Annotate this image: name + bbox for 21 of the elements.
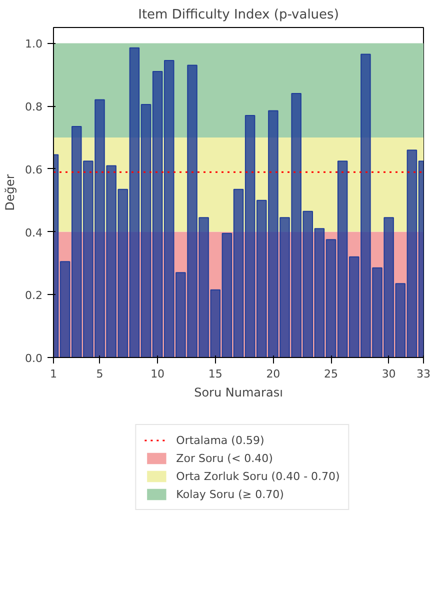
- x-tick-label: 10: [150, 368, 165, 380]
- y-tick-label: 0.8: [25, 100, 43, 114]
- y-tick-label: 0.2: [25, 289, 43, 302]
- y-tick-label: 1.0: [25, 38, 43, 51]
- chart-title: Item Difficulty Index (p-values): [138, 8, 339, 22]
- legend-label: Orta Zorluk Soru (0.40 - 0.70): [176, 469, 340, 483]
- y-tick-label: 0.6: [25, 163, 43, 176]
- legend-label: Ortalama (0.59): [176, 433, 264, 447]
- x-tick-label: 30: [382, 368, 396, 380]
- x-tick-label: 1: [50, 368, 57, 380]
- y-tick-label: 0.0: [25, 352, 43, 365]
- x-axis-title: Soru Numarası: [194, 386, 283, 400]
- x-tick-label: 20: [266, 368, 280, 380]
- legend-label: Zor Soru (< 0.40): [176, 451, 273, 465]
- x-tick-label: 33: [416, 368, 430, 380]
- y-axis-title: Değer: [3, 174, 18, 211]
- x-tick-label: 15: [208, 368, 222, 380]
- legend-label: Kolay Soru (≥ 0.70): [176, 487, 284, 501]
- y-tick-label: 0.4: [25, 226, 43, 240]
- x-tick-label: 25: [324, 368, 338, 380]
- x-tick-label: 5: [96, 368, 104, 380]
